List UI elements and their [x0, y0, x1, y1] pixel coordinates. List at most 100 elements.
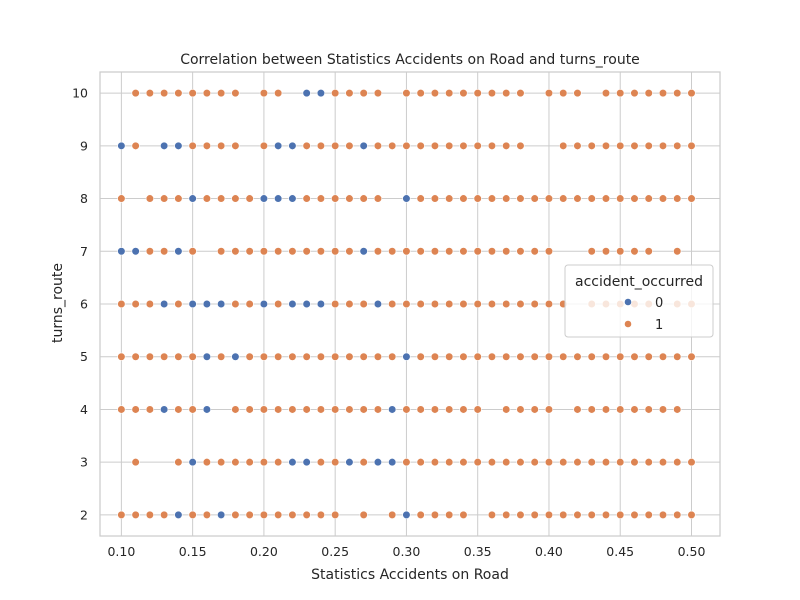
data-point-series-0 — [160, 299, 169, 309]
data-point-series-1 — [202, 141, 211, 150]
data-point-series-1 — [373, 247, 383, 256]
data-point-series-1 — [188, 141, 197, 150]
data-point-series-1 — [288, 510, 297, 520]
data-point-series-1 — [373, 352, 383, 361]
data-point-series-1 — [274, 510, 283, 520]
data-point-series-0 — [202, 352, 211, 361]
data-point-series-1 — [331, 88, 340, 98]
data-point-series-0 — [274, 194, 283, 203]
data-point-series-0 — [231, 352, 240, 361]
data-point-series-1 — [359, 299, 368, 309]
data-point-series-1 — [530, 458, 539, 467]
data-point-series-1 — [573, 141, 582, 150]
data-point-series-1 — [544, 88, 554, 98]
x-tick-label: 0.45 — [606, 544, 634, 559]
data-point-series-1 — [587, 141, 596, 150]
data-point-series-1 — [331, 247, 340, 256]
data-point-series-1 — [459, 247, 468, 256]
legend-marker-1 — [624, 320, 632, 328]
data-point-series-1 — [217, 194, 226, 203]
data-point-series-1 — [416, 352, 425, 361]
data-point-series-1 — [302, 405, 311, 414]
data-point-series-1 — [559, 194, 568, 203]
data-point-series-1 — [274, 88, 283, 98]
data-point-series-1 — [559, 352, 568, 361]
y-axis-label: turns_route — [50, 263, 66, 343]
data-point-series-1 — [473, 194, 482, 203]
data-point-series-0 — [188, 299, 197, 309]
data-point-series-1 — [587, 510, 596, 520]
data-point-series-1 — [316, 510, 326, 520]
data-point-series-1 — [345, 247, 354, 256]
data-point-series-1 — [445, 510, 454, 520]
data-point-series-1 — [416, 405, 425, 414]
data-point-series-1 — [416, 510, 425, 520]
data-point-series-0 — [202, 405, 211, 414]
data-point-series-1 — [274, 352, 283, 361]
data-point-series-1 — [245, 405, 254, 414]
data-point-series-1 — [117, 510, 126, 520]
data-point-series-1 — [502, 88, 511, 98]
data-point-series-1 — [388, 352, 397, 361]
data-point-series-1 — [530, 299, 539, 309]
legend-label-1: 1 — [655, 318, 663, 333]
data-point-series-1 — [188, 247, 197, 256]
data-point-series-0 — [174, 247, 183, 256]
y-tick-label: 8 — [80, 191, 88, 206]
data-point-series-1 — [302, 194, 311, 203]
data-point-series-1 — [302, 352, 311, 361]
data-point-series-1 — [658, 141, 668, 150]
data-point-series-0 — [117, 141, 126, 150]
data-point-series-0 — [288, 299, 297, 309]
x-tick-label: 0.15 — [179, 544, 207, 559]
data-point-series-1 — [445, 299, 454, 309]
data-point-series-1 — [345, 141, 354, 150]
legend-label-0: 0 — [655, 296, 663, 311]
data-point-series-1 — [259, 247, 269, 256]
data-point-series-1 — [145, 299, 154, 309]
data-point-series-0 — [316, 299, 326, 309]
data-point-series-1 — [402, 88, 411, 98]
data-point-series-1 — [673, 141, 682, 150]
data-point-series-1 — [402, 458, 411, 467]
legend-box — [564, 264, 714, 338]
data-point-series-1 — [487, 194, 497, 203]
data-point-series-1 — [601, 194, 611, 203]
data-point-series-1 — [188, 352, 197, 361]
data-point-series-1 — [673, 405, 682, 414]
data-point-series-1 — [601, 510, 611, 520]
data-point-series-0 — [131, 247, 140, 256]
data-point-series-1 — [530, 194, 539, 203]
data-point-series-1 — [445, 458, 454, 467]
x-tick-label: 0.35 — [464, 544, 492, 559]
data-point-series-0 — [117, 247, 126, 256]
data-point-series-1 — [487, 458, 497, 467]
data-point-series-1 — [331, 299, 340, 309]
data-point-series-1 — [644, 352, 653, 361]
data-point-series-1 — [516, 299, 525, 309]
data-point-series-1 — [459, 458, 468, 467]
data-point-series-1 — [573, 352, 582, 361]
data-point-series-1 — [516, 458, 525, 467]
data-point-series-1 — [616, 405, 625, 414]
x-tick-label: 0.10 — [107, 544, 135, 559]
data-point-series-1 — [416, 141, 425, 150]
data-point-series-1 — [630, 352, 639, 361]
data-point-series-1 — [359, 352, 368, 361]
data-point-series-1 — [145, 247, 154, 256]
data-point-series-1 — [274, 299, 283, 309]
data-point-series-1 — [644, 247, 653, 256]
data-point-series-1 — [316, 458, 326, 467]
data-point-series-1 — [673, 247, 682, 256]
data-point-series-1 — [402, 141, 411, 150]
data-point-series-0 — [174, 141, 183, 150]
data-point-series-1 — [359, 88, 368, 98]
data-point-series-1 — [459, 352, 468, 361]
data-point-series-0 — [388, 405, 397, 414]
data-point-series-1 — [373, 141, 383, 150]
data-point-series-0 — [259, 194, 269, 203]
data-point-series-1 — [516, 247, 525, 256]
data-point-series-1 — [274, 405, 283, 414]
data-point-series-1 — [259, 141, 269, 150]
data-point-series-1 — [302, 510, 311, 520]
